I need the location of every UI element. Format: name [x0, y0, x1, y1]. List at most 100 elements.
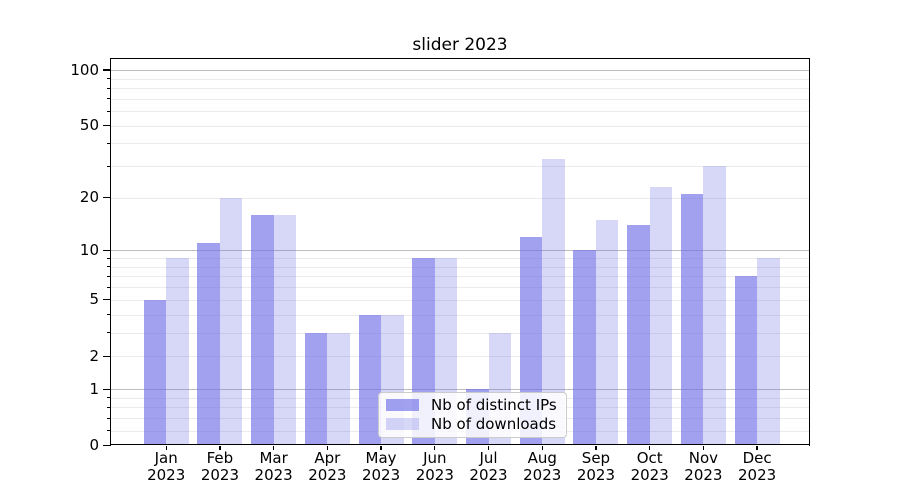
x-tick-label: Feb 2023: [200, 449, 239, 484]
spine-top: [110, 57, 810, 59]
bar-downloads: [273, 215, 297, 446]
bar-downloads: [649, 186, 673, 446]
bar-downloads: [703, 166, 726, 446]
gridline-major: [110, 389, 810, 391]
gridline-minor: [110, 88, 810, 90]
legend-swatch-distinct-ips: [386, 399, 419, 412]
gridline-minor: [110, 356, 810, 358]
gridline-minor: [110, 332, 810, 334]
x-tick: [165, 445, 167, 450]
plot-area: [110, 57, 810, 446]
x-tick-label: Oct 2023: [630, 449, 669, 484]
x-tick-label: Jul 2023: [469, 449, 508, 484]
bar-distinct-ips: [304, 332, 328, 446]
x-tick: [273, 445, 275, 450]
legend-label-distinct-ips: Nb of distinct IPs: [431, 396, 557, 415]
x-tick: [380, 445, 382, 450]
bar-downloads: [542, 158, 565, 446]
bar-distinct-ips: [358, 314, 382, 446]
y-minor-tick: [106, 314, 110, 316]
y-minor-tick: [106, 87, 110, 89]
x-tick: [219, 445, 221, 450]
x-tick-label: Mar 2023: [254, 449, 293, 484]
y-minor-tick: [106, 275, 110, 278]
y-minor-tick: [106, 257, 110, 259]
gridline-minor: [110, 258, 810, 260]
chart-title: slider 2023: [412, 35, 508, 55]
y-tick-label: 100: [70, 60, 99, 79]
y-tick-label: 1: [89, 379, 99, 398]
y-minor-tick: [106, 165, 110, 167]
bar-distinct-ips: [680, 194, 704, 446]
y-minor-tick: [106, 430, 110, 432]
gridline-major: [110, 250, 810, 252]
gridline-major: [110, 70, 810, 72]
gridline-minor: [110, 166, 810, 168]
y-minor-tick: [106, 417, 110, 419]
gridline-minor: [110, 287, 810, 289]
legend-label-downloads: Nb of downloads: [431, 415, 557, 434]
legend-swatch-downloads: [386, 418, 419, 431]
x-tick-label: Dec 2023: [738, 449, 777, 484]
y-tick: [103, 125, 110, 127]
y-minor-tick: [106, 332, 110, 334]
x-tick-label: Apr 2023: [308, 449, 347, 484]
bar-downloads: [595, 219, 619, 446]
x-tick-label: Sep 2023: [576, 449, 616, 484]
gridline-minor: [110, 125, 810, 127]
bar-distinct-ips: [251, 215, 274, 446]
y-minor-tick: [106, 98, 110, 100]
gridline-minor: [110, 78, 810, 80]
x-tick-label: Nov 2023: [684, 449, 723, 484]
y-minor-tick: [106, 78, 110, 80]
gridline-minor: [110, 314, 810, 316]
y-minor-tick: [106, 266, 110, 268]
bar-distinct-ips: [627, 225, 650, 446]
y-tick-label: 5: [89, 290, 99, 309]
x-tick-label: May 2023: [361, 449, 401, 484]
legend-item-downloads: Nb of downloads: [386, 415, 558, 433]
spine-bottom: [110, 444, 810, 446]
x-tick-label: Jun 2023: [415, 449, 454, 484]
bar-downloads: [757, 258, 780, 446]
x-tick: [541, 445, 543, 450]
y-minor-tick: [106, 142, 110, 145]
x-tick: [649, 445, 651, 450]
gridline-minor: [110, 299, 810, 301]
x-tick: [434, 445, 436, 450]
legend: Nb of distinct IPs Nb of downloads: [378, 391, 567, 438]
y-tick: [103, 444, 110, 447]
y-minor-tick: [106, 110, 110, 112]
bar-distinct-ips: [573, 250, 596, 446]
gridline-minor: [110, 143, 810, 145]
x-tick-label: Aug 2023: [523, 449, 562, 484]
y-tick: [103, 388, 110, 390]
x-tick-label: Jan 2023: [147, 449, 186, 484]
bar-distinct-ips: [197, 243, 220, 446]
spine-right: [808, 57, 810, 446]
x-tick: [702, 445, 704, 450]
y-tick: [103, 355, 110, 357]
y-minor-tick: [106, 406, 110, 408]
y-tick: [103, 69, 110, 71]
bar-downloads: [219, 197, 243, 446]
x-tick: [487, 445, 490, 450]
gridline-minor: [110, 111, 810, 113]
bar-distinct-ips: [143, 299, 167, 446]
legend-item-distinct-ips: Nb of distinct IPs: [386, 396, 558, 414]
gridline-minor: [110, 266, 810, 268]
gridline-minor: [110, 276, 810, 278]
bar-downloads: [327, 332, 350, 446]
y-tick: [103, 299, 110, 301]
y-minor-tick: [106, 397, 110, 399]
bar-distinct-ips: [734, 276, 758, 446]
gridline-minor: [110, 98, 810, 100]
spine-left: [110, 57, 112, 446]
y-tick-label: 2: [89, 346, 99, 365]
gridline-minor: [110, 197, 810, 199]
y-minor-tick: [106, 286, 110, 288]
bar-downloads: [166, 258, 189, 446]
y-tick-label: 50: [79, 116, 99, 135]
y-tick: [103, 197, 110, 199]
